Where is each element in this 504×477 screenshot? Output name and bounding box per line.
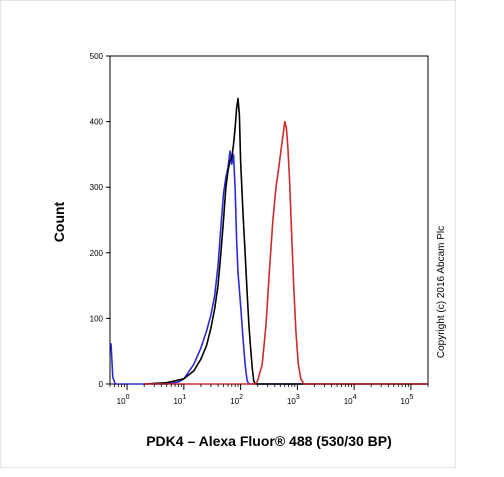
y-tick-label: 100 (90, 314, 104, 323)
y-tick-label: 500 (90, 52, 104, 61)
plot-area (109, 55, 429, 385)
histogram-series-1 (110, 150, 428, 385)
series-layer (110, 97, 428, 385)
y-axis-label: Count (51, 201, 67, 242)
x-tick-label: 100 (117, 394, 130, 406)
x-axis: 100 101 102 103 104 105 (109, 384, 429, 406)
x-tick-label: 101 (173, 394, 186, 406)
x-tick-label: 105 (401, 394, 414, 406)
y-axis: 0 100 200 300 400 500 (90, 52, 110, 389)
x-tick-label: 102 (230, 394, 243, 406)
plot-frame (109, 55, 429, 385)
y-tick-label: 0 (99, 380, 104, 389)
figure-frame (0, 0, 456, 468)
x-axis-label: PDK4 – Alexa Fluor® 488 (530/30 BP) (146, 433, 392, 449)
y-tick-label: 300 (90, 183, 104, 192)
copyright-text: Copyright (c) 2016 Abcam Plc (436, 226, 447, 358)
y-tick-label: 200 (90, 249, 104, 258)
x-tick-label: 103 (287, 394, 300, 406)
y-tick-label: 400 (90, 118, 104, 127)
histogram-series-2 (144, 97, 428, 385)
histogram-series-3 (144, 120, 428, 385)
x-tick-label: 104 (344, 394, 357, 406)
